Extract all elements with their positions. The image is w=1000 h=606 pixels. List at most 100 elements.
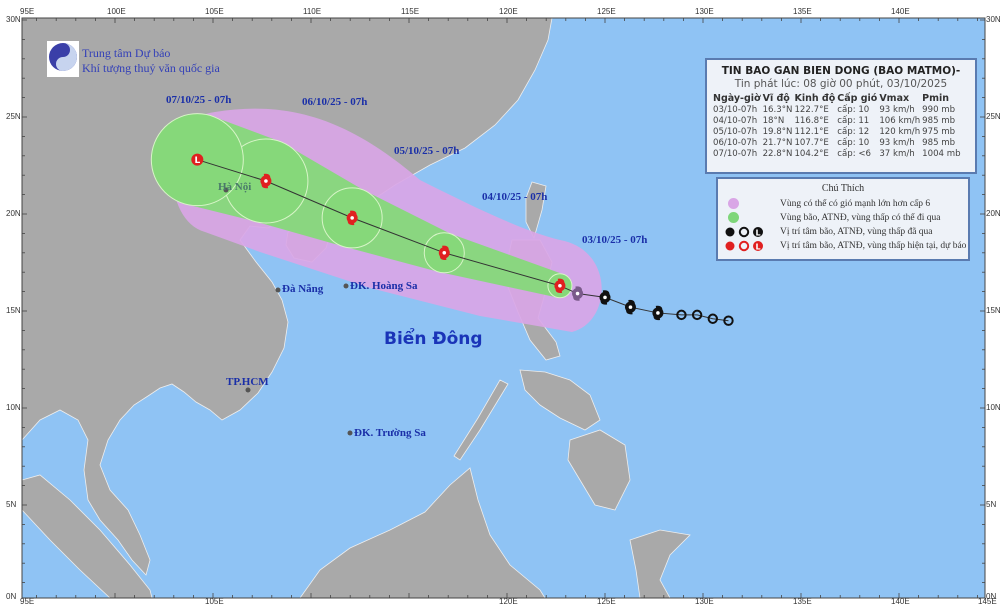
table-cell: 03/10-07h (713, 105, 758, 115)
table-cell: 107.7°E (794, 138, 829, 148)
column-header: Vmax (879, 93, 910, 104)
table-cell: cấp: 11 (837, 116, 870, 126)
place-hcm: TP.HCM (226, 376, 269, 388)
table-cell: 93 km/h (879, 105, 915, 115)
place-hoangsa: ĐK. Hoàng Sa (350, 280, 418, 292)
past-storm-marker-icon (652, 305, 664, 321)
past-markers-icon: L (724, 226, 780, 238)
top-longitude-label: 105E (205, 7, 224, 16)
table-cell: 985 mb (922, 138, 956, 148)
table-row: 06/10-07h 21.7°N 107.7°E cấp: 10 93 km/h 985 … (713, 138, 963, 149)
left-latitude-label: 25N (6, 112, 21, 121)
table-cell: cấp: 10 (837, 138, 870, 148)
depression-marker-icon (676, 309, 687, 321)
legend-item-current: L Vị trí tâm bão, ATNĐ, vùng thấp hiện t… (724, 240, 966, 252)
depression-marker-icon (691, 309, 703, 321)
city-dot-icon (343, 283, 349, 289)
legend-label: Vùng có thể có gió mạnh lớn hơn cấp 6 (780, 198, 931, 209)
top-longitude-label: 100E (107, 7, 126, 16)
bottom-longitude-label: 140E (891, 597, 910, 606)
place-truongsa: ĐK. Trường Sa (354, 427, 426, 439)
top-longitude-label: 110E (303, 7, 322, 16)
bottom-longitude-label: 125E (597, 597, 616, 606)
left-latitude-label: 10N (6, 403, 21, 412)
table-cell: 16.3°N (762, 105, 793, 115)
table-cell: 04/10-07h (713, 116, 758, 126)
table-cell: 116.8°E (794, 116, 829, 126)
legend-panel: Chú Thích Vùng có thể có gió mạnh lớn hơ… (716, 177, 970, 261)
table-cell: 106 km/h (879, 116, 921, 126)
storm-marker-icon (260, 173, 272, 189)
table-cell: 21.7°N (762, 138, 793, 148)
sea-label: Biển Đông (384, 329, 483, 349)
column-header: Ngày-giờ (713, 93, 761, 104)
legend-label: Vùng bão, ATNĐ, vùng thấp có thể đi qua (780, 212, 941, 223)
column-header: Kinh độ (794, 93, 836, 104)
track-label: 04/10/25 - 07h (482, 191, 548, 203)
top-longitude-label: 140E (891, 7, 910, 16)
left-latitude-label: 0N (6, 592, 17, 601)
svg-text:L: L (194, 156, 200, 166)
right-latitude-label: 15N (986, 306, 1000, 315)
track-label: 03/10/25 - 07h (582, 234, 648, 246)
left-latitude-label: 20N (6, 209, 21, 218)
top-longitude-label: 125E (597, 7, 616, 16)
table-cell: cấp: 12 (837, 127, 870, 137)
table-cell: 18°N (762, 116, 785, 126)
table-cell: cấp: <6 (837, 149, 871, 159)
bulletin-title: TIN BAO GAN BIEN DONG (BAO MATMO)- (721, 65, 961, 77)
place-danang: Đà Nẵng (282, 283, 324, 295)
table-cell: cấp: 10 (837, 105, 870, 115)
bottom-longitude-label: 130E (695, 597, 714, 606)
depression-marker-icon (707, 313, 718, 324)
depression-marker-icon (723, 315, 734, 326)
table-cell: 975 mb (922, 127, 956, 137)
table-row: 05/10-07h 19.8°N 112.1°E cấp: 12 120 km/h 975… (713, 127, 963, 138)
table-cell: 06/10-07h (713, 138, 758, 148)
table-cell: 104.2°E (794, 149, 829, 159)
legend-item-storm-zone: Vùng bão, ATNĐ, vùng thấp có thể đi qua (724, 212, 940, 223)
sulawesi (629, 529, 691, 599)
legend-item-wind-zone: Vùng có thể có gió mạnh lớn hơn cấp 6 (724, 198, 930, 209)
bulletin-issued: Tin phát lúc: 08 giờ 00 phút, 03/10/2025 (734, 78, 948, 90)
green-dot-icon (728, 212, 739, 223)
legend-label: Vị trí tâm bão, ATNĐ, vùng thấp hiện tại… (780, 241, 967, 251)
place-hanoi: Hà Nội (218, 181, 252, 193)
storm-marker-icon (346, 210, 358, 226)
left-latitude-label: 15N (6, 306, 21, 315)
palawan (453, 379, 509, 461)
philippines-central (519, 369, 601, 431)
track-label: 06/10/25 - 07h (302, 96, 368, 108)
bottom-longitude-label: 105E (205, 597, 224, 606)
current-markers-icon: L (724, 240, 780, 252)
table-row: 03/10-07h 16.3°N 122.7°E cấp: 10 93 km/h 990 … (713, 105, 963, 116)
table-cell: 05/10-07h (713, 127, 758, 137)
pink-dot-icon (728, 198, 739, 209)
org-line-1: Trung tâm Dự báo (82, 46, 171, 60)
right-latitude-label: 25N (986, 112, 1000, 121)
borneo (299, 467, 546, 599)
past-storm-marker-icon (624, 299, 636, 315)
track-label: 07/10/25 - 07h (166, 94, 232, 106)
left-latitude-label: 30N (6, 15, 21, 24)
org-name: Trung tâm Dự báo Khí tượng thuỷ văn quốc… (82, 46, 220, 76)
city-dot-icon (275, 287, 281, 293)
sumatra (21, 474, 153, 599)
table-cell: 120 km/h (879, 127, 921, 137)
mindanao (567, 429, 631, 511)
table-cell: 1004 mb (922, 149, 961, 159)
bottom-longitude-label: 95E (20, 597, 35, 606)
legend-title: Chú Thích (821, 183, 865, 194)
bottom-longitude-label: 145E (978, 597, 997, 606)
past-storm-marker-icon (599, 290, 611, 305)
legend-label: Vị trí tâm bão, ATNĐ, vùng thấp đã qua (780, 227, 933, 237)
city-dot-icon (223, 187, 229, 193)
track-label: 05/10/25 - 07h (394, 145, 460, 157)
org-line-2: Khí tượng thuỷ văn quốc gia (82, 61, 220, 75)
top-longitude-label: 135E (793, 7, 812, 16)
right-latitude-label: 0N (986, 592, 997, 601)
table-cell: 112.1°E (794, 127, 829, 137)
svg-text:L: L (755, 243, 760, 252)
table-row: 07/10-07h 22.8°N 104.2°E cấp: <6 37 km/h 1004… (713, 149, 963, 160)
table-cell: 37 km/h (879, 149, 915, 159)
